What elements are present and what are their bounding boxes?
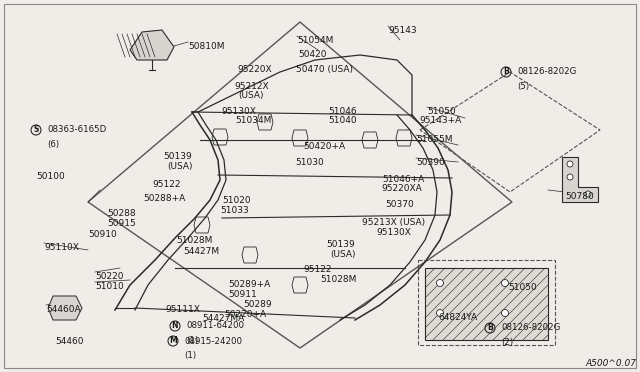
Circle shape: [502, 310, 509, 317]
Text: 08363-6165D: 08363-6165D: [47, 125, 106, 135]
Text: 50420+A: 50420+A: [303, 142, 345, 151]
Circle shape: [502, 279, 509, 286]
Text: (5): (5): [517, 82, 529, 91]
Text: 50420: 50420: [298, 50, 326, 59]
Text: 95220XA: 95220XA: [381, 184, 422, 193]
Text: 95143+A: 95143+A: [419, 116, 461, 125]
Text: 50810M: 50810M: [188, 42, 225, 51]
Text: 95213X (USA): 95213X (USA): [362, 218, 425, 227]
Text: (USA): (USA): [330, 250, 355, 259]
Text: 51050: 51050: [427, 107, 456, 116]
Text: 50289+A: 50289+A: [228, 280, 270, 289]
Text: (1): (1): [184, 351, 196, 360]
Text: 95130X: 95130X: [376, 228, 411, 237]
Text: 51033: 51033: [220, 206, 249, 215]
Text: 50139: 50139: [326, 240, 355, 249]
Text: 51028M: 51028M: [320, 275, 356, 284]
Text: 50780: 50780: [565, 192, 594, 201]
Text: 51054M: 51054M: [297, 36, 333, 45]
Text: (6): (6): [47, 140, 59, 149]
Text: 08911-64200: 08911-64200: [186, 321, 244, 330]
Text: 51028M: 51028M: [176, 236, 212, 245]
Text: 51050: 51050: [508, 283, 537, 292]
Text: (USA): (USA): [167, 162, 193, 171]
Text: 95122: 95122: [303, 265, 332, 274]
Text: 54427MA: 54427MA: [202, 314, 244, 323]
Text: B: B: [487, 323, 493, 332]
Text: 50470 (USA): 50470 (USA): [296, 65, 353, 74]
Text: (2): (2): [501, 338, 513, 347]
Text: 50100: 50100: [36, 172, 65, 181]
Circle shape: [567, 161, 573, 167]
Text: 50288+A: 50288+A: [143, 194, 185, 203]
Text: 54427M: 54427M: [183, 247, 219, 256]
Text: B: B: [503, 67, 509, 76]
Text: 51020: 51020: [222, 196, 251, 205]
Text: 51046+A: 51046+A: [382, 175, 424, 184]
Polygon shape: [130, 30, 174, 60]
Text: 50289: 50289: [243, 300, 271, 309]
Text: 51030: 51030: [295, 158, 324, 167]
Text: 50390: 50390: [416, 158, 445, 167]
Text: 51046: 51046: [328, 107, 356, 116]
Text: 64824YA: 64824YA: [438, 313, 477, 322]
Text: 50288: 50288: [107, 209, 136, 218]
Text: 51055M: 51055M: [416, 135, 452, 144]
Text: S: S: [33, 125, 38, 134]
Text: 95130X: 95130X: [221, 107, 256, 116]
Text: 50220: 50220: [95, 272, 124, 281]
Text: 50220+A: 50220+A: [224, 310, 266, 319]
Text: (1): (1): [186, 336, 198, 345]
Text: 08126-8202G: 08126-8202G: [517, 67, 577, 77]
Polygon shape: [562, 157, 598, 202]
Text: (USA): (USA): [238, 91, 264, 100]
Text: N: N: [172, 321, 179, 330]
Text: 54460: 54460: [55, 337, 83, 346]
Text: 50910: 50910: [88, 230, 116, 239]
Circle shape: [436, 310, 444, 317]
Text: 54460A: 54460A: [46, 305, 81, 314]
Circle shape: [436, 279, 444, 286]
Polygon shape: [425, 268, 548, 340]
Text: 95212X: 95212X: [234, 82, 269, 91]
Polygon shape: [48, 296, 82, 320]
Circle shape: [585, 191, 591, 197]
Text: M: M: [169, 336, 177, 345]
Text: 51040: 51040: [328, 116, 356, 125]
Text: 50139: 50139: [163, 152, 192, 161]
Text: A500^0.07: A500^0.07: [585, 359, 636, 368]
Text: 50915: 50915: [107, 219, 136, 228]
Text: 95122: 95122: [152, 180, 180, 189]
Text: 95220X: 95220X: [237, 65, 271, 74]
Text: 95143: 95143: [388, 26, 417, 35]
Text: 50911: 50911: [228, 290, 257, 299]
Text: 08126-8202G: 08126-8202G: [501, 324, 561, 333]
Text: 50370: 50370: [385, 200, 413, 209]
Text: 95111X: 95111X: [165, 305, 200, 314]
Text: 95110X: 95110X: [44, 243, 79, 252]
Text: 51034M: 51034M: [235, 116, 271, 125]
Circle shape: [567, 174, 573, 180]
Text: 08915-24200: 08915-24200: [184, 337, 242, 346]
Text: 51010: 51010: [95, 282, 124, 291]
